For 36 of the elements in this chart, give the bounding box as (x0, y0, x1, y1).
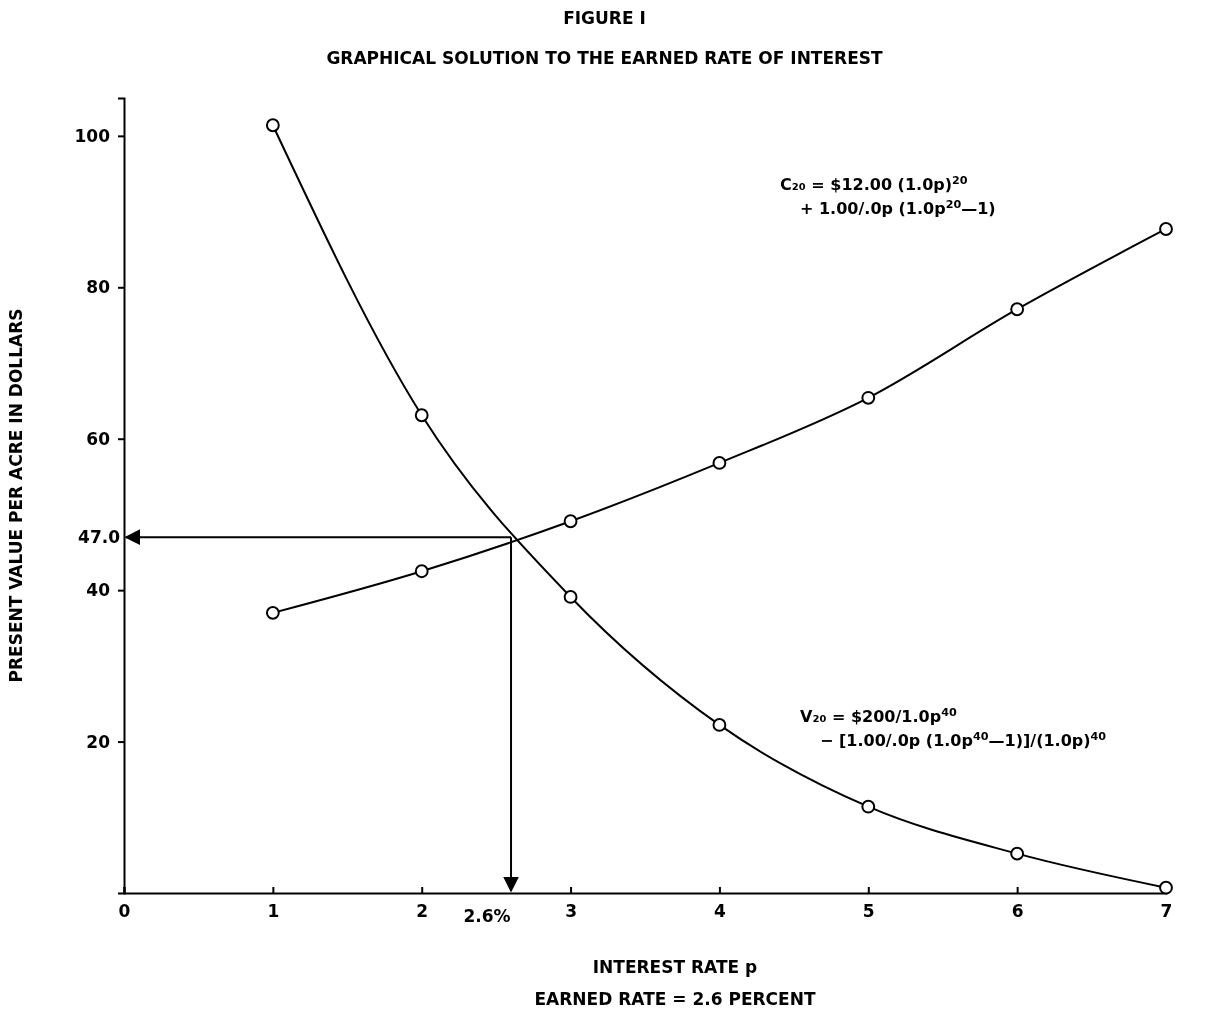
point (265, 118, 280, 133)
x-tick-label: 6 (1011, 901, 1024, 922)
point (563, 514, 578, 529)
y-tick-label: 20 (86, 731, 111, 752)
annotation: V₂₀ = $200/1.0p$^{40}$ − [1.00/.0p (1.0p$^{40}$—1)]/(1.0p)$^{40}$ (800, 705, 1107, 750)
x-tick-label: 5 (862, 901, 875, 922)
x-tick-label: 0 (118, 901, 131, 922)
x-axis-title: INTEREST RATE p (592, 957, 758, 977)
x-tick-label: 2 (416, 901, 429, 922)
point (563, 590, 578, 604)
point (712, 456, 727, 470)
chart-title: FIGURE I (563, 8, 646, 28)
ref-line-label: 2.6% (463, 906, 511, 926)
chart-subtitle: GRAPHICAL SOLUTION TO THE EARNED RATE OF INTEREST (326, 48, 884, 68)
point (1010, 302, 1025, 317)
x-tick-label: 7 (1160, 901, 1173, 922)
y-axis-title: PRESENT VALUE PER ACRE IN DOLLARS (6, 308, 26, 683)
y-tick-label: 40 (86, 580, 111, 601)
y-tick-label: 100 (74, 125, 111, 146)
point (1159, 880, 1173, 895)
ref-line-label: 47.0 (78, 527, 121, 548)
point (1159, 222, 1173, 236)
y-tick-label: 80 (86, 277, 111, 298)
point (265, 605, 280, 620)
text: C₂₀ = $12.00 (1.0p)$^{20}$ + 1.00/.0p (1.0p$^{20}$—1) (780, 173, 996, 218)
point (861, 390, 876, 405)
x-tick-label: 1 (267, 901, 280, 922)
x-tick-label: 3 (565, 901, 577, 922)
point (712, 718, 727, 732)
point (1010, 846, 1025, 861)
point (414, 408, 429, 423)
text: EARNED RATE = 2.6 PERCENT (534, 989, 816, 1009)
point (861, 799, 876, 814)
point (414, 564, 429, 579)
x-tick-label: 4 (714, 901, 727, 922)
y-tick-label: 60 (86, 428, 111, 449)
